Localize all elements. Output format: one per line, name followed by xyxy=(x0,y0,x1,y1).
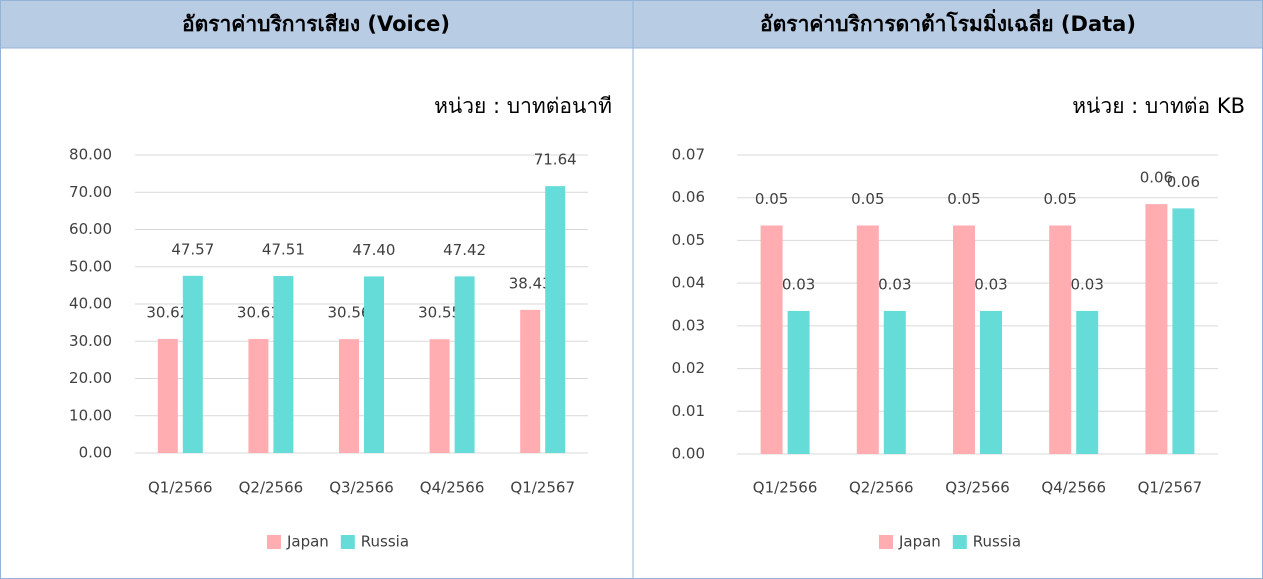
legend-label: Russia xyxy=(361,533,409,551)
data-label: 47.42 xyxy=(443,241,486,259)
x-tick-label: Q3/2566 xyxy=(945,479,1010,497)
y-tick-label: 0.05 xyxy=(672,231,705,249)
data-label: 30.61 xyxy=(237,303,280,321)
y-tick-label: 0.00 xyxy=(79,444,112,462)
bar xyxy=(182,275,203,453)
y-tick-label: 0.00 xyxy=(672,445,705,463)
y-tick-label: 0.04 xyxy=(672,274,705,292)
legend-swatch xyxy=(340,535,355,549)
y-tick-label: 0.02 xyxy=(672,359,705,377)
x-tick-label: Q4/2566 xyxy=(420,479,485,497)
y-tick-label: 0.06 xyxy=(672,188,705,206)
x-tick-label: Q1/2566 xyxy=(753,479,818,497)
y-tick-label: 10.00 xyxy=(69,406,112,424)
unit-label: หน่วย : บาทต่อนาที xyxy=(434,94,612,118)
y-tick-label: 40.00 xyxy=(69,295,112,313)
y-tick-label: 80.00 xyxy=(69,146,112,164)
data-label: 0.05 xyxy=(1043,190,1076,208)
x-tick-label: Q2/2566 xyxy=(849,479,914,497)
data-label: 0.06 xyxy=(1167,173,1200,191)
bar xyxy=(787,310,810,454)
data-label: 30.62 xyxy=(146,303,189,321)
y-tick-label: 0.03 xyxy=(672,316,705,334)
bar xyxy=(1172,208,1195,454)
header-bg xyxy=(0,0,1263,48)
data-label: 0.03 xyxy=(782,275,815,293)
bar xyxy=(980,310,1002,454)
bar xyxy=(454,276,475,453)
data-label: 0.05 xyxy=(851,190,884,208)
x-tick-label: Q2/2566 xyxy=(239,479,304,497)
bar xyxy=(545,186,566,454)
data-label: 38.43 xyxy=(509,274,552,292)
bar xyxy=(364,276,384,453)
chart-title: อัตราค่าบริการดาต้าโรมมิ่งเฉลี่ย (Data) xyxy=(760,8,1136,36)
legend-swatch xyxy=(266,535,281,549)
y-tick-label: 30.00 xyxy=(69,332,112,350)
y-tick-label: 0.01 xyxy=(672,402,705,420)
x-tick-label: Q1/2567 xyxy=(510,479,575,497)
x-tick-label: Q1/2567 xyxy=(1138,479,1203,497)
bar xyxy=(760,225,783,454)
bar xyxy=(157,338,178,453)
y-tick-label: 70.00 xyxy=(69,183,112,201)
x-tick-label: Q3/2566 xyxy=(329,479,394,497)
chart-title: อัตราค่าบริการเสียง (Voice) xyxy=(182,12,450,36)
legend-swatch xyxy=(952,535,967,549)
x-tick-label: Q4/2566 xyxy=(1041,479,1106,497)
legend-swatch xyxy=(878,535,893,549)
bar xyxy=(1049,225,1072,454)
data-label: 0.05 xyxy=(755,190,788,208)
data-label: 0.03 xyxy=(878,275,911,293)
legend-label: Japan xyxy=(286,533,329,551)
y-tick-label: 0.07 xyxy=(672,146,705,164)
bar xyxy=(520,309,541,453)
bar xyxy=(339,339,359,453)
bar xyxy=(429,339,450,453)
data-label: 0.06 xyxy=(1140,169,1173,187)
y-tick-label: 20.00 xyxy=(69,369,112,387)
data-label: 0.03 xyxy=(974,275,1007,293)
x-tick-label: Q1/2566 xyxy=(148,479,213,497)
unit-label: หน่วย : บาทต่อ KB xyxy=(1072,94,1245,118)
legend-label: Japan xyxy=(898,533,941,551)
bar xyxy=(273,276,294,453)
data-label: 0.05 xyxy=(947,190,980,208)
bar xyxy=(856,225,879,454)
data-label: 0.03 xyxy=(1070,275,1103,293)
y-tick-label: 50.00 xyxy=(69,257,112,275)
data-label: 30.55 xyxy=(418,304,461,322)
bar xyxy=(953,225,975,454)
bar xyxy=(883,310,906,454)
bar xyxy=(1076,310,1099,454)
data-label: 47.51 xyxy=(262,241,305,259)
data-label: 47.40 xyxy=(353,241,396,259)
data-label: 30.56 xyxy=(328,304,371,322)
bar xyxy=(248,338,269,453)
data-label: 47.57 xyxy=(171,240,214,258)
legend-label: Russia xyxy=(973,533,1021,551)
data-label: 71.64 xyxy=(534,151,577,169)
bar xyxy=(1145,204,1168,454)
y-tick-label: 60.00 xyxy=(69,220,112,238)
